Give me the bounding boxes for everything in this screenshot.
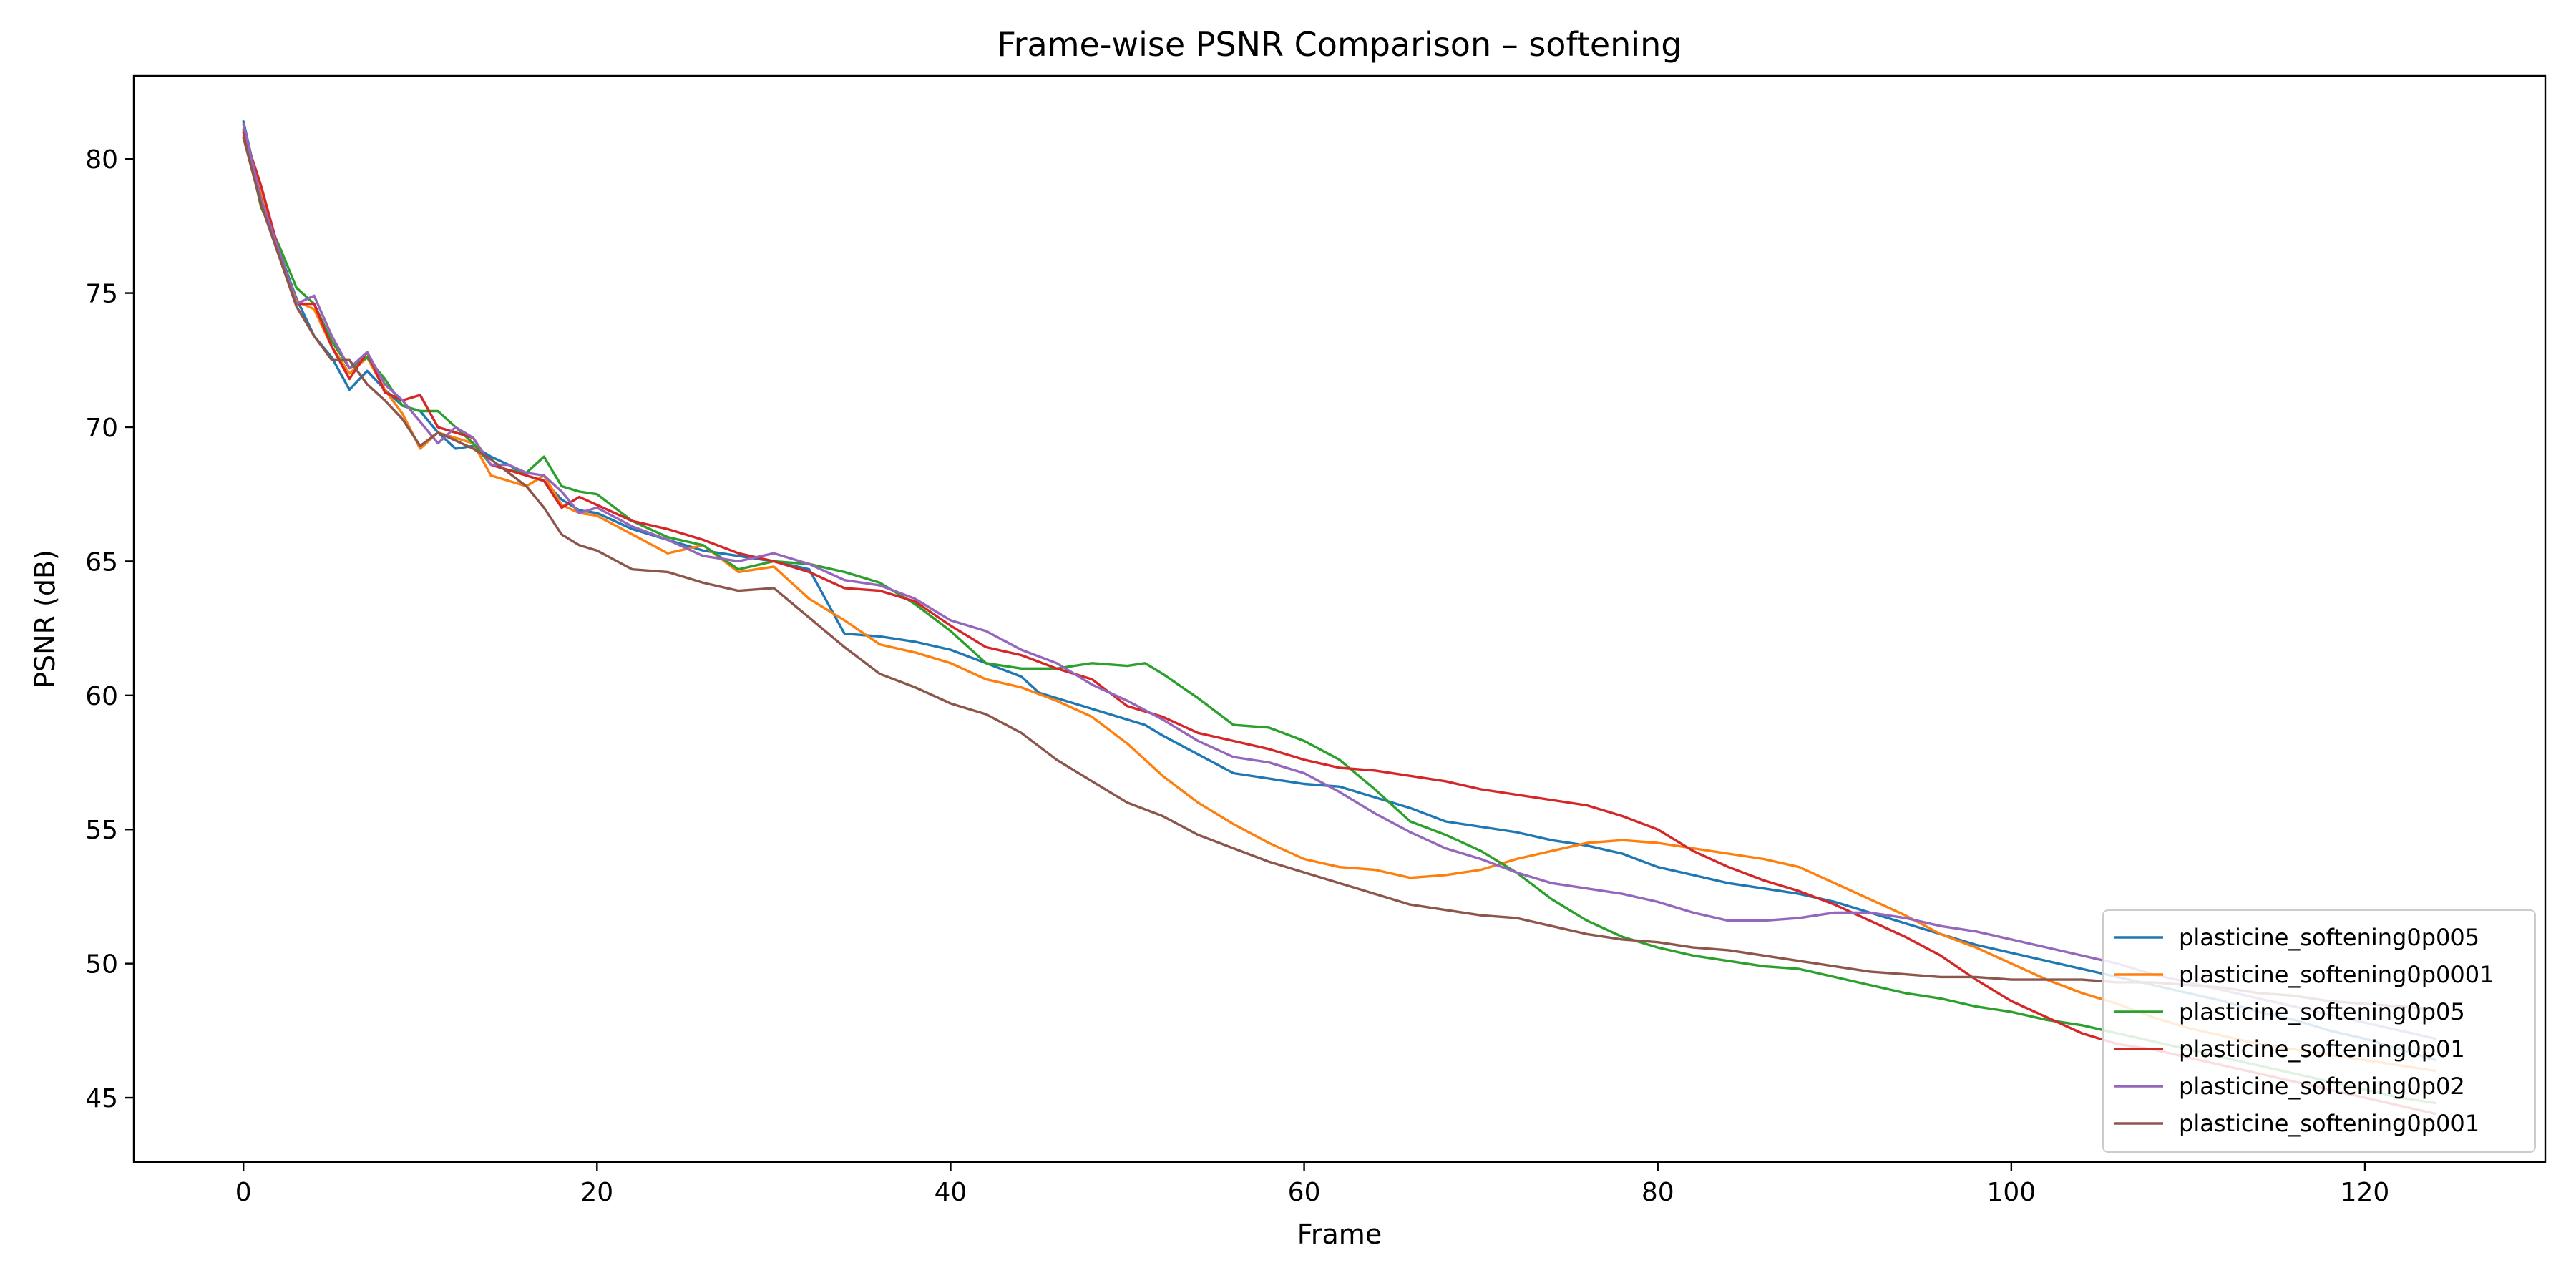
y-tick-label: 60 xyxy=(85,682,118,711)
x-axis-label: Frame xyxy=(1297,1219,1382,1250)
x-tick-label: 100 xyxy=(1986,1178,2036,1207)
series-line-plasticine_softening0p001 xyxy=(242,136,2437,1011)
y-tick-label: 50 xyxy=(85,950,118,980)
legend-label: plasticine_softening0p001 xyxy=(2179,1110,2479,1137)
legend-label: plasticine_softening0p01 xyxy=(2179,1035,2465,1063)
y-tick-label: 55 xyxy=(85,816,118,845)
x-tick-label: 0 xyxy=(235,1178,252,1207)
y-axis-label: PSNR (dB) xyxy=(29,550,61,688)
legend-label: plasticine_softening0p0001 xyxy=(2179,961,2494,988)
y-tick-label: 45 xyxy=(85,1084,118,1113)
x-axis: 0 20 40 60 80 100 120 xyxy=(235,1162,2390,1207)
x-tick-label: 80 xyxy=(1641,1178,1674,1207)
y-tick-label: 80 xyxy=(85,145,118,175)
legend: plasticine_softening0p005 plasticine_soft… xyxy=(2102,909,2536,1153)
series-line-plasticine_softening0p0001 xyxy=(242,130,2437,1073)
x-tick-label: 60 xyxy=(1288,1178,1321,1207)
series-line-plasticine_softening0p005 xyxy=(242,119,2437,1062)
series-layer xyxy=(242,119,2437,1116)
series-line-plasticine_softening0p02 xyxy=(242,122,2437,1040)
legend-label: plasticine_softening0p005 xyxy=(2179,924,2479,951)
plot-area-frame xyxy=(132,74,2547,1163)
y-tick-label: 65 xyxy=(85,547,118,577)
y-tick-label: 70 xyxy=(85,414,118,443)
x-tick-label: 20 xyxy=(580,1178,613,1207)
x-tick-label: 120 xyxy=(2341,1178,2390,1207)
chart-title: Frame-wise PSNR Comparison – softening xyxy=(997,25,1682,64)
y-axis: 45 50 55 60 65 70 75 80 xyxy=(85,145,134,1113)
series-line-plasticine_softening0p01 xyxy=(242,130,2437,1116)
legend-box xyxy=(2102,909,2536,1153)
y-tick-label: 75 xyxy=(85,280,118,309)
legend-label: plasticine_softening0p05 xyxy=(2179,998,2465,1025)
x-tick-label: 40 xyxy=(935,1178,967,1207)
legend-label: plasticine_softening0p02 xyxy=(2179,1073,2465,1100)
